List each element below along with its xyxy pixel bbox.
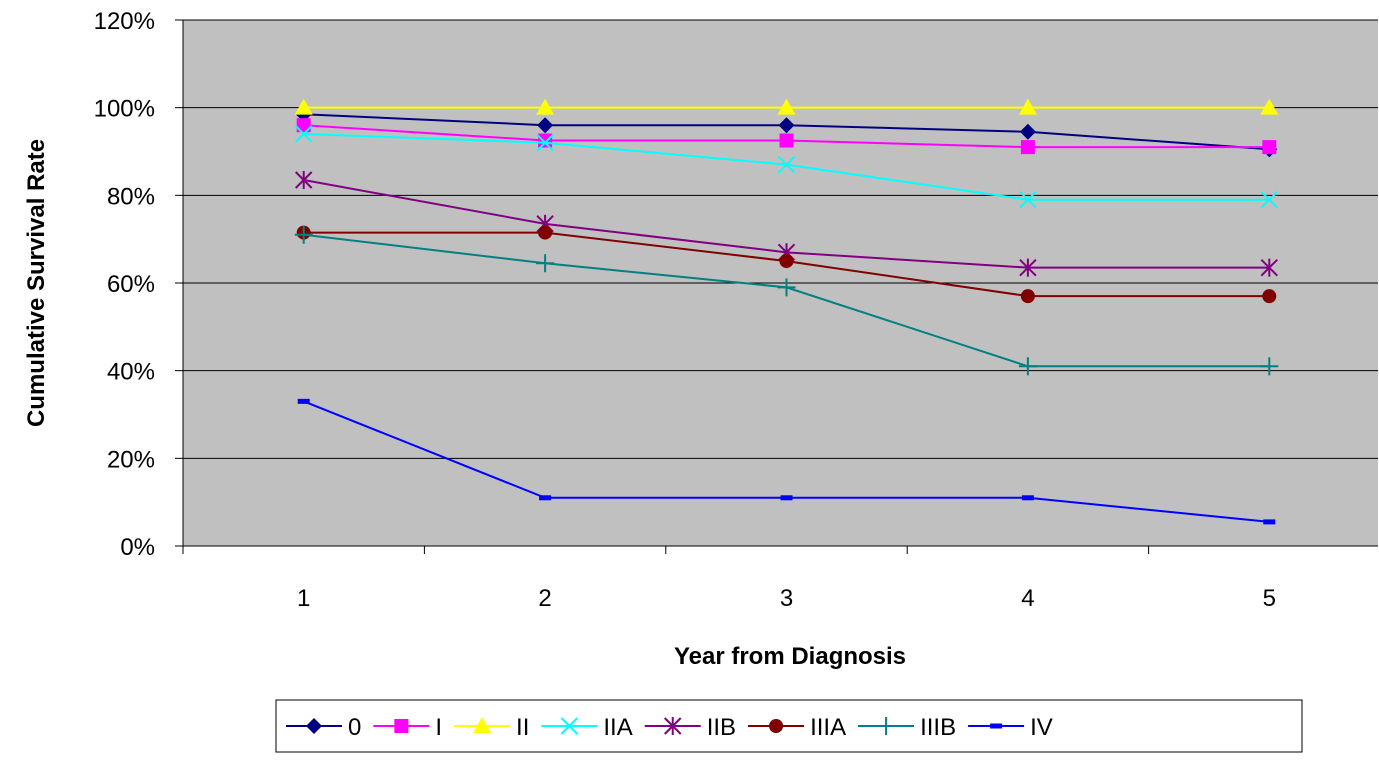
legend-marker (877, 717, 896, 735)
series-i-point (1262, 140, 1277, 155)
series-lines (294, 98, 1279, 525)
legend-item-iiia: IIIA (748, 714, 846, 741)
series-iiib-point (1260, 357, 1279, 376)
y-tick-label: 20% (107, 446, 155, 473)
series-iiia-point (1262, 289, 1277, 304)
legend-label: IIIA (810, 714, 846, 741)
x-axis-title: Year from Diagnosis (674, 643, 906, 670)
x-tick-label: 2 (538, 585, 551, 612)
x-tick-label: 5 (1263, 585, 1276, 612)
series-iia-point (536, 134, 554, 152)
series-iia-point (1019, 191, 1037, 209)
series-0-point (1019, 123, 1036, 140)
series-ii-point (536, 98, 555, 115)
marker-stroke (560, 717, 579, 735)
series-iia-point (777, 155, 796, 174)
series-iiia-point (1020, 289, 1035, 304)
y-tick-label: 100% (94, 96, 155, 123)
legend-label: I (435, 714, 442, 741)
legend-label: IIA (603, 714, 632, 741)
series-ii-point (294, 98, 313, 115)
series-iv-point (1021, 495, 1034, 501)
series-0-point (778, 117, 795, 134)
series-i (296, 118, 1277, 155)
legend-item-iv: IV (968, 714, 1053, 741)
series-ii-point (777, 98, 796, 115)
marker-stroke (1019, 191, 1037, 209)
legend: 0 I II IIA IIB IIIA IIIB IV (275, 699, 1303, 753)
series-iiib-point (294, 225, 313, 244)
axes: 0% 20% 40% 60% 80% 100% 120% 1 2 3 4 5 (94, 8, 1378, 612)
series-iiia-point (779, 254, 794, 269)
series-i-point (296, 118, 311, 133)
y-tick-label: 0% (120, 534, 155, 561)
legend-label: IIB (707, 714, 736, 741)
series-iiib-point (536, 254, 555, 273)
series-ii (294, 98, 1279, 115)
series-iiib (294, 225, 1279, 376)
series-i-point (779, 133, 794, 148)
marker-stroke (1260, 191, 1279, 209)
legend-marker (473, 717, 492, 733)
series-iib-point (1260, 258, 1279, 277)
series-iib-point (1019, 258, 1037, 277)
legend-item-iia: IIA (541, 714, 633, 741)
legend-label: IV (1030, 714, 1053, 741)
legend-item-iib: IIB (644, 714, 736, 741)
series-ii-point (1260, 98, 1279, 115)
series-iia-point (294, 125, 313, 143)
legend-marker (769, 719, 784, 733)
y-tick-label: 80% (107, 183, 155, 210)
y-tick-label: 120% (94, 8, 155, 35)
series-iv (297, 398, 1276, 525)
marker-stroke (536, 134, 554, 152)
series-iv-point (1263, 519, 1276, 525)
legend-marker (306, 718, 322, 734)
y-axis-title: Cumulative Survival Rate (23, 139, 50, 427)
x-tick-label: 1 (297, 585, 310, 612)
series-iv-point (297, 398, 310, 404)
legend-marker (664, 717, 682, 735)
series-i-point (1020, 140, 1035, 155)
marker-stroke (294, 125, 313, 143)
y-tick-label: 60% (107, 271, 155, 298)
legend-label: IIIB (920, 714, 956, 741)
legend-item-ii: II (454, 714, 529, 741)
series-i-point (538, 133, 553, 148)
legend-marker (394, 719, 409, 733)
legend-item-i: I (373, 714, 442, 741)
legend-marker (990, 723, 1003, 729)
series-iiia-point (538, 225, 553, 240)
x-tick-label: 4 (1021, 585, 1034, 612)
series-iiib-point (1018, 357, 1037, 376)
legend-label: 0 (348, 714, 361, 741)
legend-marker (560, 717, 579, 735)
y-tick-label: 40% (107, 359, 155, 386)
series-iia (294, 125, 1279, 209)
series-iv-point (780, 495, 793, 501)
series-iv-point (539, 495, 552, 501)
series-0-point (537, 117, 554, 134)
series-iib-point (294, 170, 313, 189)
legend-label: II (516, 714, 529, 741)
series-ii-point (1018, 98, 1037, 115)
series-iia-point (1260, 191, 1279, 209)
gridlines (183, 19, 1378, 459)
marker-stroke (777, 155, 796, 174)
x-tick-label: 3 (780, 585, 793, 612)
series-iiib-point (777, 278, 796, 297)
legend-item-0: 0 (286, 714, 361, 741)
series-iiia (296, 225, 1277, 304)
legend-item-iiib: IIIB (858, 714, 956, 741)
